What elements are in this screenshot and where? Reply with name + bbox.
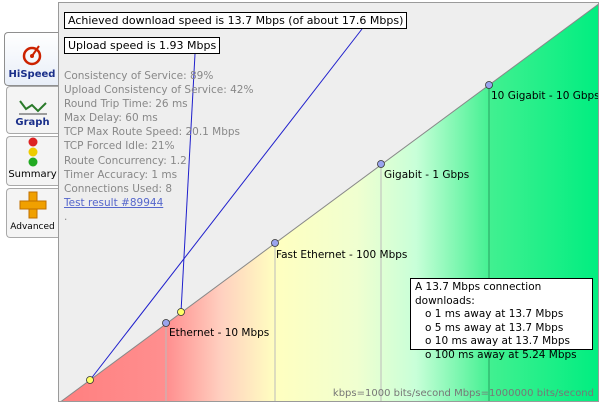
upload-speed-callout: Upload speed is 1.93 Mbps: [64, 37, 221, 54]
marker-gigabit: [377, 160, 385, 168]
marker-10-gigabit: [485, 81, 493, 89]
stat-tcp-max-route: TCP Max Route Speed: 20.1 Mbps: [64, 126, 241, 139]
download-leader-line: [89, 28, 363, 381]
download-speed-callout: Achieved download speed is 13.7 Mbps (of…: [64, 12, 408, 29]
marker-ethernet: [162, 319, 170, 327]
tab-summary-label: Summary: [8, 169, 57, 180]
download-estimate-box: A 13.7 Mbps connection downloads: o 1 ms…: [410, 278, 593, 361]
units-footer: kbps=1000 bits/second Mbps=1000000 bits/…: [332, 388, 594, 399]
tab-strip: HiSpeed Graph Summary Advanced: [0, 0, 59, 405]
marker-fast-ethernet: [271, 239, 279, 247]
test-result-link[interactable]: Test result #89944: [64, 196, 164, 209]
speed-graph-panel: Achieved download speed is 13.7 Mbps (of…: [58, 2, 599, 402]
stat-timer-accuracy: Timer Accuracy: 1 ms: [64, 168, 178, 181]
stat-consistency: Consistency of Service: 89%: [64, 70, 214, 82]
download-row: o 100 ms away at 5.24 Mbps: [425, 348, 577, 361]
connection-stats: Consistency of Service: 89% Upload Consi…: [64, 69, 253, 224]
stat-route-concurrency: Route Concurrency: 1.2: [64, 154, 187, 167]
trailing-mark: .: [64, 210, 68, 223]
marker-upload-speed: [86, 376, 94, 384]
hispeed-icon: [22, 45, 42, 66]
graph-icon: [18, 100, 47, 115]
label-gigabit: Gigabit - 1 Gbps: [384, 169, 470, 181]
stat-upload-consistency: Upload Consistency of Service: 42%: [64, 84, 254, 97]
tab-hispeed-label: HiSpeed: [8, 69, 56, 80]
download-box-title: A 13.7 Mbps connection downloads:: [415, 281, 542, 307]
label-10-gigabit: 10 Gigabit - 10 Gbps: [491, 90, 599, 102]
stat-max-delay: Max Delay: 60 ms: [64, 112, 158, 125]
download-row: o 10 ms away at 13.7 Mbps: [425, 335, 570, 347]
tab-advanced-label: Advanced: [10, 222, 55, 232]
tab-graph[interactable]: Graph: [6, 86, 58, 134]
tab-advanced[interactable]: Advanced: [6, 188, 58, 238]
tab-graph-label: Graph: [15, 117, 50, 128]
traffic-light-icon: [28, 137, 37, 167]
upload-leader-line: [180, 53, 196, 313]
download-row: o 5 ms away at 13.7 Mbps: [425, 321, 564, 334]
label-fast-ethernet: Fast Ethernet - 100 Mbps: [276, 249, 408, 261]
marker-download-speed: [177, 308, 185, 316]
speed-diagonal: [60, 3, 598, 401]
tab-summary[interactable]: Summary: [6, 136, 58, 186]
download-row: o 1 ms away at 13.7 Mbps: [425, 308, 564, 320]
label-ethernet: Ethernet - 10 Mbps: [169, 327, 270, 339]
stat-round-trip: Round Trip Time: 26 ms: [64, 98, 188, 111]
stat-connections-used: Connections Used: 8: [64, 182, 173, 195]
tab-hispeed[interactable]: HiSpeed: [4, 32, 59, 86]
stat-tcp-forced-idle: TCP Forced Idle: 21%: [64, 140, 175, 153]
plus-icon: [19, 191, 46, 219]
